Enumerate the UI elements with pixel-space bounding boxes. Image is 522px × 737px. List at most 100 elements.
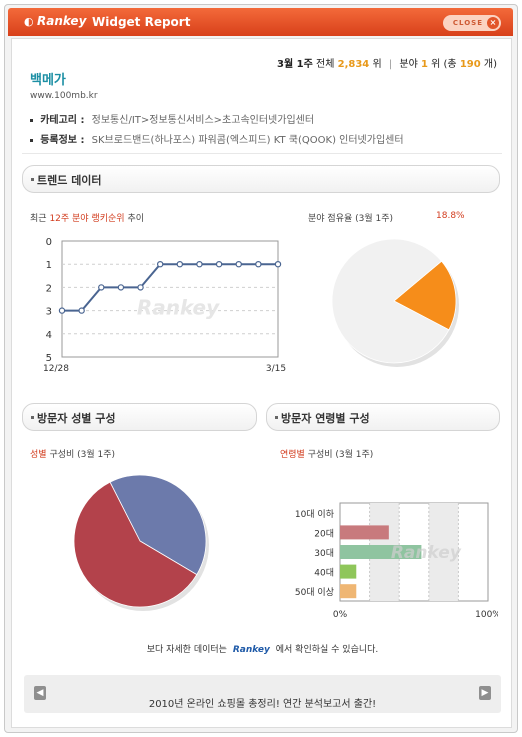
notice-bar: ◀ 2010년 온라인 쇼핑몰 총정리! 연간 분석보고서 출간! ▶: [24, 675, 501, 713]
share-chart-title: 분야 점유율 (3월 1주): [308, 214, 394, 224]
section-bullet-icon: [275, 416, 278, 419]
trend-point: [137, 284, 144, 291]
site-url[interactable]: www.100mb.kr: [30, 91, 98, 101]
rankey-watermark: Rankey: [391, 543, 462, 563]
pie-slice: [109, 474, 207, 576]
trend-series-line: [62, 263, 278, 312]
registration-value: SK브로드밴드(하나포스) 파워콤(엑스피드) KT 쿡(QOOK) 인터넷가입…: [91, 135, 404, 146]
registration-row: 등록정보 : SK브로드밴드(하나포스) 파워콤(엑스피드) KT 쿡(QOOK…: [30, 131, 404, 146]
trend-point: [98, 284, 105, 291]
age-chart-title: 연령별 구성비 (3월 1주): [280, 447, 373, 460]
category-value: 정보통신/IT>정보통신서비스>초고속인터넷가입센터: [91, 115, 315, 126]
x-tick-label: 100%: [475, 610, 498, 620]
bullet-icon: [30, 138, 33, 142]
footer-note: 보다 자세한 데이터는 Rankey 에서 확인하실 수 있습니다.: [12, 642, 513, 655]
trend-point: [176, 261, 184, 268]
pie-slice: [331, 238, 450, 364]
footer-rankey-link[interactable]: Rankey: [232, 645, 270, 655]
share-pie-chart: [331, 238, 459, 367]
x-tick-label: 3/15: [266, 364, 286, 374]
y-tick-label: 2: [46, 283, 52, 294]
footer-note-prefix: 보다 자세한 데이터는: [146, 645, 227, 655]
age-bar: [340, 564, 357, 579]
gender-pie-chart: [73, 474, 209, 611]
trend-point: [215, 261, 223, 268]
footer-note-suffix: 에서 확인하실 수 있습니다.: [275, 645, 379, 655]
site-name[interactable]: 백메가: [30, 73, 66, 88]
rank-separator: |: [388, 59, 393, 70]
window-title: Widget Report: [92, 15, 191, 29]
age-category-label: 10대 이하: [295, 509, 335, 520]
close-label: CLOSE: [452, 19, 483, 27]
trend-point: [196, 261, 203, 268]
next-arrow-icon[interactable]: ▶: [479, 686, 491, 700]
gender-title-highlight: 성별: [30, 450, 47, 460]
trend-title-highlight: 12주 분야 랭키순위: [49, 214, 125, 224]
y-tick-label: 0: [46, 237, 52, 248]
trend-point: [274, 261, 282, 268]
y-tick-label: 5: [46, 353, 52, 364]
trend-chart-title: 최근 12주 분야 랭키순위 추이: [30, 211, 144, 224]
rankey-watermark: Rankey: [137, 296, 220, 320]
close-icon: ×: [487, 17, 499, 29]
trend-point: [117, 284, 125, 291]
category-row: 카테고리 : 정보통신/IT>정보통신서비스>초고속인터넷가입센터: [30, 111, 314, 126]
plot-area: [61, 240, 279, 358]
rankey-logo: ◐ Rankey: [24, 14, 86, 28]
rank-category-label: 분야: [399, 59, 418, 70]
section-bullet-icon: [31, 178, 34, 181]
trend-point: [58, 307, 66, 314]
trend-section-header: 트렌드 데이터: [22, 165, 500, 193]
section-bullet-icon: [31, 416, 34, 419]
report-card: 3월 1주 전체 2,834 위 | 분야 1 위 (총 190 개) 백메가 …: [11, 38, 512, 728]
registration-label: 등록정보 :: [40, 135, 85, 146]
age-category-label: 30대: [314, 548, 334, 559]
notice-text[interactable]: 2010년 온라인 쇼핑몰 총정리! 연간 분석보고서 출간!: [148, 699, 377, 710]
age-bar: [340, 584, 357, 599]
age-bar: [340, 525, 389, 540]
age-section-title: 방문자 연령별 구성: [281, 412, 370, 425]
x-tick-label: 12/28: [43, 364, 69, 374]
rank-category-unit: 위: [431, 59, 441, 70]
age-category-label: 20대: [314, 528, 334, 539]
grid-band: [428, 503, 459, 601]
share-percent: 18.8%: [436, 211, 465, 221]
gender-section-header: 방문자 성별 구성: [22, 403, 257, 431]
gender-chart-title: 성별 구성비 (3월 1주): [30, 447, 115, 460]
prev-arrow-icon[interactable]: ◀: [34, 686, 46, 700]
age-section-header: 방문자 연령별 구성: [266, 403, 500, 431]
pie-slice: [393, 260, 457, 331]
age-bar: [340, 545, 422, 559]
title-bar: ◐ Rankey Widget Report CLOSE ×: [8, 8, 513, 36]
gender-title-rest: 구성비 (3월 1주): [49, 450, 116, 460]
divider: [22, 153, 502, 154]
rank-total-value: 190: [459, 59, 481, 70]
trend-point: [156, 261, 164, 268]
y-tick-label: 3: [46, 307, 52, 318]
x-tick-label: 0%: [333, 610, 348, 620]
age-title-rest: 구성비 (3월 1주): [307, 450, 374, 460]
trend-point: [255, 261, 262, 268]
rank-overall-value: 2,834: [337, 59, 370, 70]
rank-trend-chart: 0 1 2 3 4 5 Rankey 12/28 3/15: [43, 237, 286, 374]
rank-total-suffix: 개): [483, 59, 497, 70]
pie-slice: [73, 481, 198, 608]
trend-section-title: 트렌드 데이터: [37, 174, 102, 187]
age-category-label: 40대: [314, 568, 334, 579]
trend-point: [235, 261, 242, 268]
rank-category-value: 1: [420, 59, 428, 70]
category-label: 카테고리 :: [40, 115, 85, 126]
age-title-highlight: 연령별: [280, 450, 305, 460]
rank-summary: 3월 1주 전체 2,834 위 | 분야 1 위 (총 190 개): [277, 55, 497, 70]
logo-text: Rankey: [37, 14, 87, 28]
trend-title-suffix: 추이: [127, 214, 145, 224]
age-category-label: 50대 이상: [295, 587, 334, 598]
y-tick-label: 4: [46, 330, 52, 341]
trend-title-prefix: 최근: [30, 214, 47, 224]
rank-overall-unit: 위: [372, 59, 382, 70]
close-button[interactable]: CLOSE ×: [443, 15, 501, 31]
gender-section-title: 방문자 성별 구성: [37, 412, 116, 425]
age-bar-chart: 10대 이하 20대 30대 40대 50대 이상 Rankey 0% 100%: [295, 502, 498, 620]
trend-point: [78, 307, 85, 314]
rankey-logo-icon: ◐: [24, 14, 34, 28]
